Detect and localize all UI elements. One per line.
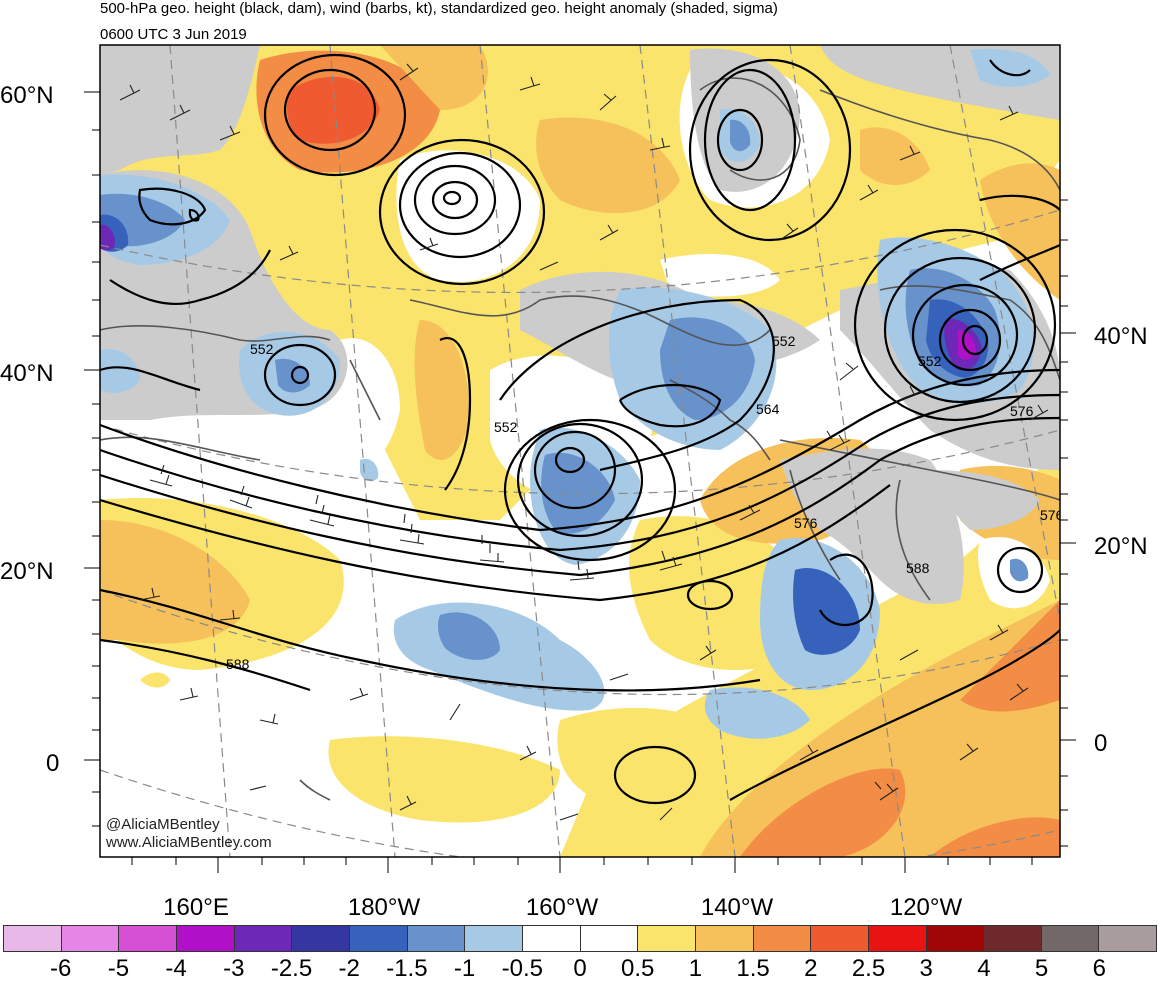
lat-label-right: 20°N bbox=[1094, 533, 1148, 560]
colorbar-box bbox=[465, 926, 523, 951]
colorbar-label: 2.5 bbox=[851, 955, 886, 982]
colorbar-box bbox=[119, 926, 177, 951]
lon-label: 160°E bbox=[163, 894, 229, 921]
colorbar-label: 0 bbox=[573, 955, 587, 982]
colorbar-box bbox=[695, 926, 754, 951]
credit-website: www.AliciaMBentley.com bbox=[106, 834, 272, 851]
colorbar bbox=[3, 925, 1157, 952]
map-valid-time: 0600 UTC 3 Jun 2019 bbox=[100, 26, 247, 43]
contour-label: 552 bbox=[772, 333, 796, 349]
colorbar-box bbox=[638, 926, 696, 951]
lat-label-left: 60°N bbox=[0, 82, 54, 109]
colorbar-label: 2 bbox=[804, 955, 818, 982]
colorbar-box bbox=[580, 926, 639, 951]
contour-label: 588 bbox=[226, 656, 250, 672]
colorbar-label: -1.5 bbox=[386, 955, 428, 982]
contour-label: 576 bbox=[1040, 507, 1064, 523]
colorbar-box bbox=[234, 926, 293, 951]
lat-label-left: 0 bbox=[46, 750, 59, 777]
colorbar-label: 1.5 bbox=[736, 955, 770, 982]
lat-label-right: 40°N bbox=[1094, 323, 1148, 350]
credit-handle: @AliciaMBentley bbox=[106, 816, 220, 833]
contour-label: 576 bbox=[794, 515, 818, 531]
lon-label: 180°W bbox=[348, 894, 421, 921]
colorbar-label: -3 bbox=[223, 955, 245, 982]
colorbar-label: -1 bbox=[453, 955, 476, 982]
tick-marks bbox=[84, 91, 1076, 873]
negative-anomaly-shading bbox=[100, 48, 1050, 739]
colorbar-box bbox=[868, 926, 927, 951]
contour-label: 588 bbox=[906, 560, 930, 576]
map-border bbox=[99, 44, 1061, 858]
colorbar-label: -6 bbox=[50, 955, 72, 982]
colorbar-box bbox=[811, 926, 869, 951]
colorbar-box bbox=[176, 926, 235, 951]
colorbar-label: -2 bbox=[338, 955, 360, 982]
colorbar-box bbox=[4, 926, 62, 951]
wind-barbs bbox=[119, 63, 1049, 821]
colorbar-label: -5 bbox=[107, 955, 130, 982]
colorbar-labels: -6 -5 -4 -3 -2.5 -2 -1.5 -1 -0.5 0 0.5 1 1.5 2 2.5 3 4 5 6 bbox=[0, 955, 1160, 985]
colorbar-box bbox=[1041, 926, 1100, 951]
lat-label-right: 0 bbox=[1094, 730, 1107, 757]
map-canvas: 552 552 552 552 564 576 576 576 588 588 bbox=[100, 45, 1064, 857]
coastlines bbox=[100, 77, 1060, 801]
lat-label-left: 20°N bbox=[0, 558, 54, 585]
colorbar-box bbox=[61, 926, 120, 951]
colorbar-box bbox=[292, 926, 350, 951]
colorbar-box bbox=[984, 926, 1042, 951]
colorbar-box bbox=[522, 926, 581, 951]
colorbar-box bbox=[349, 926, 408, 951]
colorbar-label: 3 bbox=[919, 955, 933, 982]
lon-label: 140°W bbox=[701, 894, 774, 921]
lon-label: 120°W bbox=[890, 894, 963, 921]
colorbar-label: 4 bbox=[977, 955, 991, 982]
map-title: 500-hPa geo. height (black, dam), wind (… bbox=[100, 0, 778, 17]
colorbar-label: 6 bbox=[1092, 955, 1106, 982]
colorbar-label: 5 bbox=[1034, 955, 1049, 982]
contour-label: 552 bbox=[918, 353, 942, 369]
colorbar-label: 0.5 bbox=[621, 955, 655, 982]
colorbar-box bbox=[926, 926, 985, 951]
contour-label: 576 bbox=[1010, 403, 1034, 419]
colorbar-label: -4 bbox=[165, 955, 187, 982]
contour-label: 564 bbox=[756, 401, 780, 417]
colorbar-label: -0.5 bbox=[501, 955, 543, 982]
colorbar-box bbox=[1099, 926, 1157, 951]
colorbar-label: 1 bbox=[688, 955, 703, 982]
colorbar-box bbox=[407, 926, 466, 951]
colorbar-label: -2.5 bbox=[270, 955, 313, 982]
lon-label: 160°W bbox=[526, 894, 599, 921]
colorbar-box bbox=[753, 926, 812, 951]
lat-label-left: 40°N bbox=[0, 360, 54, 387]
contour-label: 552 bbox=[494, 419, 518, 435]
contour-label: 552 bbox=[250, 341, 274, 357]
height-contours bbox=[100, 53, 1060, 805]
